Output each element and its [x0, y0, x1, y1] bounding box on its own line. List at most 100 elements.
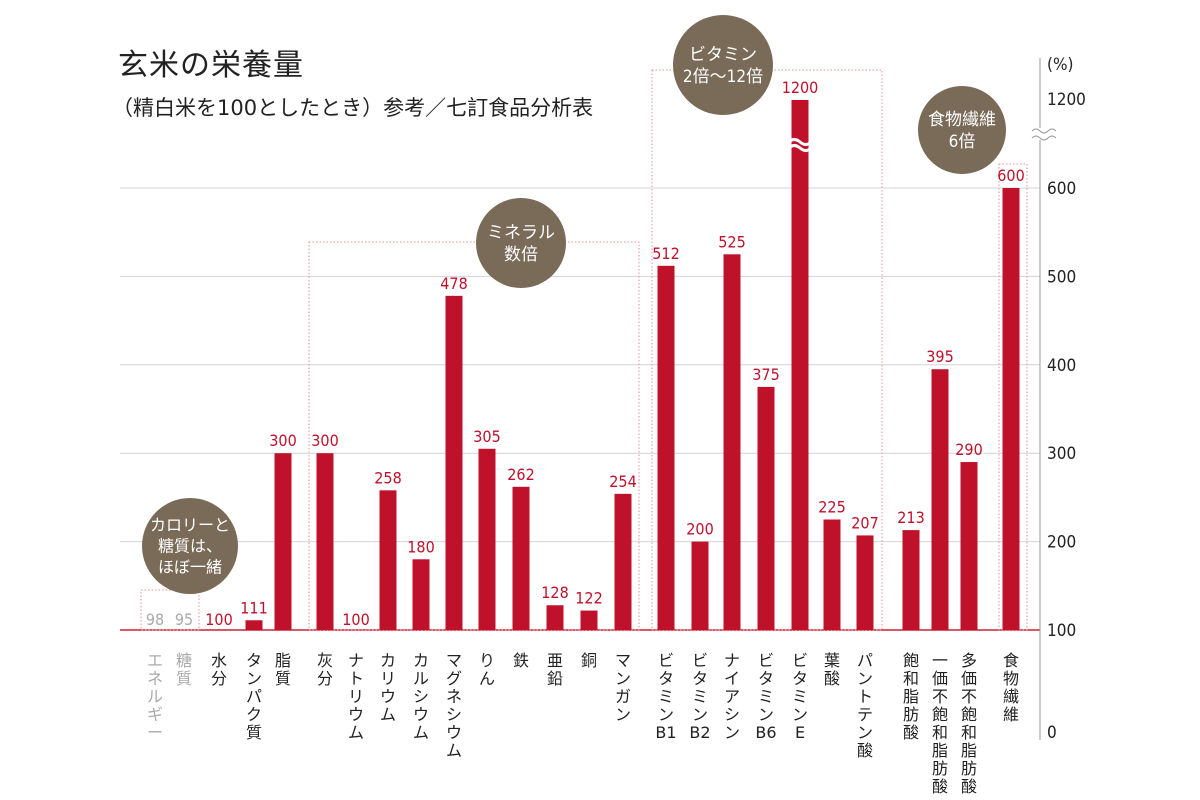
bar — [823, 519, 841, 630]
category-label: ン — [857, 723, 873, 742]
category-label: ン — [246, 669, 262, 688]
bar — [614, 493, 632, 630]
category-label: 葉 — [824, 651, 840, 670]
category-label: タ — [658, 669, 674, 688]
category-label: ガ — [615, 687, 631, 706]
category-label: ん — [479, 669, 495, 688]
value-label: 122 — [575, 589, 602, 608]
category-label: 和 — [961, 723, 977, 742]
annotation-bubble — [142, 498, 238, 594]
value-label: 478 — [440, 274, 467, 293]
category-label: タ — [246, 651, 262, 670]
y-tick-label: 0 — [1047, 723, 1057, 743]
category-label: シ — [413, 687, 429, 706]
annotation-text: 糖質は、 — [158, 537, 222, 556]
category-label: ビ — [658, 651, 674, 670]
category-label: 質 — [246, 723, 262, 742]
y-tick-label: 100 — [1047, 621, 1076, 641]
bar — [546, 605, 564, 630]
category-label: マ — [615, 651, 631, 670]
category-label: リ — [348, 687, 364, 706]
bar — [245, 620, 263, 630]
value-label: 225 — [818, 498, 845, 517]
category-label: ン — [692, 705, 708, 724]
bar — [691, 541, 709, 630]
category-label: ン — [857, 669, 873, 688]
annotation-bubble — [918, 86, 1006, 174]
category-label: ウ — [413, 705, 429, 724]
category-label: テ — [857, 705, 873, 724]
category-label: ウ — [446, 723, 462, 742]
category-label: 質 — [275, 669, 291, 688]
value-label: 111 — [240, 598, 267, 617]
annotation-text: 数倍 — [504, 245, 538, 265]
category-label: カ — [413, 651, 429, 670]
bar — [757, 386, 775, 630]
category-label: 酸 — [903, 723, 919, 742]
category-label: ウ — [380, 687, 396, 706]
y-tick-label: 400 — [1047, 356, 1076, 376]
category-label: 食 — [1003, 651, 1019, 670]
category-label: 価 — [932, 669, 948, 688]
category-label: 肪 — [961, 759, 977, 778]
axis-break-mark — [1031, 128, 1057, 134]
value-label: 100 — [342, 610, 369, 629]
category-label: ビ — [758, 651, 774, 670]
category-label: E — [795, 723, 805, 742]
value-label: 375 — [752, 365, 779, 384]
category-label: 脂 — [932, 741, 948, 760]
bar — [960, 462, 978, 630]
bar — [445, 295, 463, 630]
annotation-bubble — [476, 198, 566, 288]
category-label: 飽 — [961, 705, 977, 724]
category-label: B1 — [655, 723, 676, 742]
value-label: 180 — [407, 537, 434, 556]
value-label: 1200 — [782, 78, 819, 97]
bar — [512, 486, 530, 630]
category-label: 脂 — [275, 651, 291, 670]
category-label: ン — [792, 705, 808, 724]
category-label: ミ — [792, 687, 808, 706]
category-label: ン — [658, 705, 674, 724]
value-label: 213 — [897, 508, 924, 527]
category-label: 酸 — [932, 777, 948, 796]
value-label: 128 — [541, 583, 568, 602]
category-label: 鉛 — [547, 669, 563, 688]
y-tick-label: 600 — [1047, 179, 1076, 199]
category-label: 和 — [903, 669, 919, 688]
value-label: 290 — [955, 440, 982, 459]
category-label: 酸 — [857, 741, 873, 760]
bar-break-mark — [787, 138, 813, 146]
category-label: 亜 — [547, 651, 563, 670]
annotation-text: 6倍 — [949, 132, 976, 152]
category-label: 分 — [317, 669, 333, 688]
group-box — [140, 589, 200, 631]
category-label: ル — [413, 669, 429, 688]
category-label: シ — [446, 705, 462, 724]
bar — [1002, 188, 1020, 630]
annotation-text: ビタミン — [689, 45, 757, 65]
value-label: 200 — [686, 520, 713, 539]
value-label: 300 — [269, 431, 296, 450]
annotation-text: ミネラル — [487, 223, 555, 243]
category-label: ウ — [348, 705, 364, 724]
category-label: 銅 — [581, 651, 597, 670]
value-label: 207 — [851, 513, 878, 532]
category-label: 酸 — [961, 777, 977, 796]
category-label: イ — [724, 669, 740, 688]
group-box — [651, 69, 883, 631]
category-label: 一 — [932, 651, 948, 670]
y-tick-label: 500 — [1047, 267, 1076, 287]
bar — [379, 490, 397, 630]
y-axis-unit: (%) — [1047, 55, 1073, 75]
value-label: 95 — [175, 610, 193, 629]
category-label: ビ — [792, 651, 808, 670]
category-label: 多 — [961, 651, 977, 670]
annotation-text: 2倍〜12倍 — [683, 67, 763, 87]
chart-subtitle: （精白米を100としたとき）参考／七訂食品分析表 — [112, 96, 594, 120]
annotation-text: 食物繊維 — [928, 110, 996, 130]
category-label: 水 — [211, 651, 227, 670]
category-label: 肪 — [903, 705, 919, 724]
category-label: 鉄 — [513, 651, 529, 670]
